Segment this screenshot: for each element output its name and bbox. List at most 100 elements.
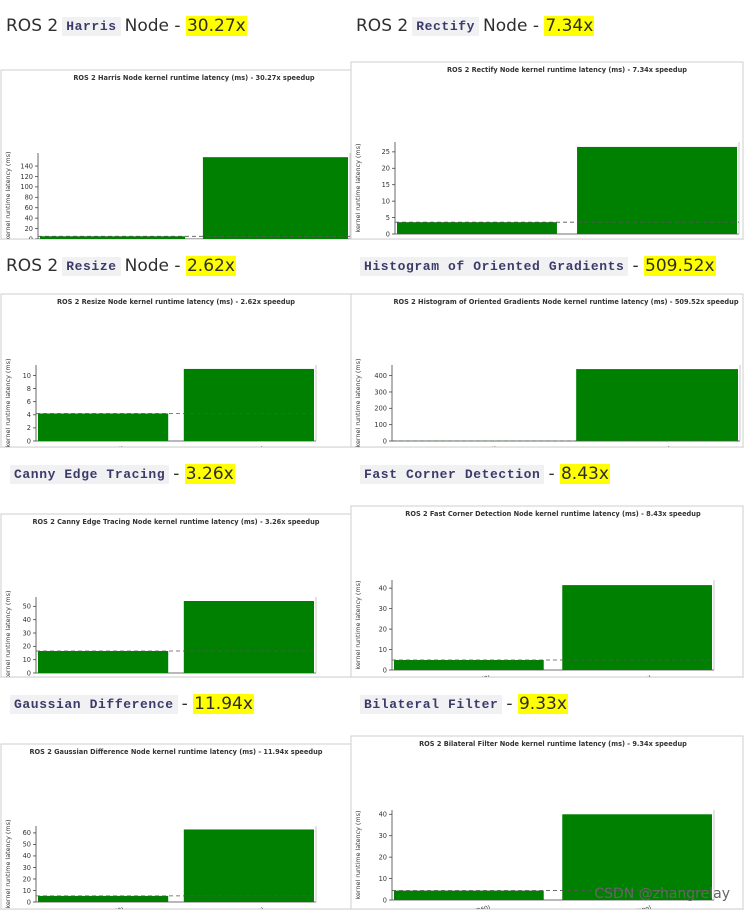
- y-tick-label: 0: [29, 235, 33, 240]
- y-tick-label: 30: [23, 864, 31, 872]
- y-tick-label: 10: [23, 656, 31, 664]
- panel-hog: Histogram of Oriented Gradients - 509.52…: [350, 240, 744, 448]
- y-tick-label: 80: [25, 194, 33, 202]
- node-name-code: Histogram of Oriented Gradients: [360, 256, 629, 276]
- node-name-code: Canny Edge Tracing: [10, 464, 170, 484]
- panel-heading: Histogram of Oriented Gradients - 509.52…: [356, 252, 716, 280]
- node-name-code: Gaussian Difference: [10, 694, 178, 714]
- panel-heading: ROS 2 Harris Node - 30.27x: [6, 12, 247, 40]
- chart-title: ROS 2 Fast Corner Detection Node kernel …: [405, 510, 701, 518]
- y-tick-label: 60: [23, 829, 31, 837]
- speedup-highlight: 509.52x: [644, 256, 716, 276]
- speedup-highlight: 8.43x: [559, 464, 610, 484]
- y-tick-label: 2: [27, 424, 31, 432]
- bar-nvidia-isaac: [577, 146, 737, 234]
- speedup-highlight: 30.27x: [185, 16, 247, 36]
- y-tick-label: 200: [374, 405, 387, 413]
- chart-title: ROS 2 Histogram of Oriented Gradients No…: [393, 298, 738, 306]
- chart-title: ROS 2 Rectify Node kernel runtime latenc…: [447, 66, 687, 74]
- panel-bilateral: Bilateral Filter - 9.33x ROS 2 Bilateral…: [350, 678, 744, 910]
- chart-title: ROS 2 Bilateral Filter Node kernel runti…: [419, 740, 687, 748]
- bar-nvidia-isaac: [576, 369, 738, 441]
- y-tick-label: 15: [382, 181, 390, 189]
- node-name-code: Bilateral Filter: [360, 694, 503, 714]
- y-axis-label: kernel runtime latency (ms): [354, 811, 362, 900]
- y-tick-label: 140: [20, 162, 33, 170]
- bar-amd-krs: [394, 659, 544, 670]
- bar-amd-krs: [38, 895, 169, 902]
- y-tick-label: 6: [27, 398, 31, 406]
- panel-gaussian: Gaussian Difference - 11.94x ROS 2 Gauss…: [0, 678, 372, 910]
- y-axis-label: kernel runtime latency (ms): [4, 820, 12, 909]
- heading-dash: -: [548, 464, 555, 484]
- speedup-highlight: 3.26x: [184, 464, 235, 484]
- y-axis-label: kernel runtime latency (ms): [354, 359, 362, 448]
- panel-canny: Canny Edge Tracing - 3.26x ROS 2 Canny E…: [0, 448, 372, 678]
- y-tick-label: 0: [383, 437, 387, 445]
- node-name-code: Rectify: [412, 16, 480, 36]
- section-divider: [0, 447, 744, 448]
- heading-suffix: Node: [124, 256, 170, 276]
- y-tick-label: 0: [383, 896, 387, 904]
- panel-heading: ROS 2 Rectify Node - 7.34x: [356, 12, 595, 40]
- y-tick-label: 20: [23, 875, 31, 883]
- y-axis-label: kernel runtime latency (ms): [4, 591, 12, 678]
- panel-rectify: ROS 2 Rectify Node - 7.34x ROS 2 Rectify…: [350, 0, 744, 240]
- heading-prefix: ROS 2: [6, 256, 59, 276]
- panel-heading: Fast Corner Detection - 8.43x: [356, 460, 610, 488]
- y-tick-label: 40: [23, 852, 31, 860]
- heading-dash: -: [173, 464, 180, 484]
- node-name-code: Fast Corner Detection: [360, 464, 545, 484]
- heading-dash: -: [632, 256, 639, 276]
- y-tick-label: 100: [20, 183, 33, 191]
- panel-fast-corner: Fast Corner Detection - 8.43x ROS 2 Fast…: [350, 448, 744, 678]
- y-tick-label: 20: [382, 165, 390, 173]
- y-axis-label: kernel runtime latency (ms): [354, 144, 362, 233]
- watermark: CSDN @zhangrelay: [594, 886, 730, 902]
- y-tick-label: 10: [379, 875, 387, 883]
- chart-title: ROS 2 Harris Node kernel runtime latency…: [73, 74, 315, 82]
- panel-heading: Canny Edge Tracing - 3.26x: [6, 460, 235, 488]
- y-tick-label: 4: [27, 411, 31, 419]
- section-divider: [0, 677, 744, 678]
- heading-suffix: Node: [124, 16, 170, 36]
- heading-suffix: Node: [483, 16, 528, 36]
- speedup-highlight: 11.94x: [193, 694, 254, 714]
- bar-amd-krs: [38, 651, 169, 673]
- chart-title: ROS 2 Resize Node kernel runtime latency…: [57, 298, 295, 306]
- y-tick-label: 10: [23, 372, 31, 380]
- y-tick-label: 20: [379, 853, 387, 861]
- y-tick-label: 300: [374, 388, 387, 396]
- y-tick-label: 100: [374, 421, 387, 429]
- y-tick-label: 30: [23, 629, 31, 637]
- y-tick-label: 5: [386, 214, 390, 222]
- bar-amd-krs: [397, 222, 557, 234]
- panel-resize: ROS 2 Resize Node - 2.62x ROS 2 Resize N…: [0, 240, 372, 448]
- speedup-highlight: 7.34x: [544, 16, 595, 36]
- y-tick-label: 0: [27, 898, 31, 906]
- y-tick-label: 120: [20, 173, 33, 181]
- y-axis-label: kernel runtime latency (ms): [354, 581, 362, 670]
- y-tick-label: 0: [27, 669, 31, 677]
- y-tick-label: 30: [379, 832, 387, 840]
- bar-amd-krs: [394, 890, 544, 900]
- speedup-highlight: 2.62x: [185, 256, 236, 276]
- panel-heading: Bilateral Filter - 9.33x: [356, 690, 568, 718]
- hog-latency-chart: ROS 2 Histogram of Oriented Gradients No…: [350, 293, 744, 448]
- y-tick-label: 50: [23, 841, 31, 849]
- chart-title: ROS 2 Gaussian Difference Node kernel ru…: [29, 748, 322, 756]
- y-tick-label: 0: [27, 437, 31, 445]
- gaussian-latency-chart: ROS 2 Gaussian Difference Node kernel ru…: [0, 743, 372, 910]
- y-tick-label: 40: [379, 811, 387, 819]
- resize-latency-chart: ROS 2 Resize Node kernel runtime latency…: [0, 293, 372, 448]
- panel-harris: ROS 2 Harris Node - 30.27x ROS 2 Harris …: [0, 0, 372, 240]
- y-axis-label: kernel runtime latency (ms): [4, 359, 12, 448]
- heading-dash: -: [174, 256, 181, 276]
- chart-title: ROS 2 Canny Edge Tracing Node kernel run…: [32, 518, 319, 526]
- bilateral-latency-chart: ROS 2 Bilateral Filter Node kernel runti…: [350, 735, 744, 910]
- y-tick-label: 0: [383, 666, 387, 674]
- y-tick-label: 40: [379, 584, 387, 592]
- section-divider: [0, 239, 744, 240]
- bar-nvidia-isaac: [183, 368, 314, 441]
- y-tick-label: 10: [23, 887, 31, 895]
